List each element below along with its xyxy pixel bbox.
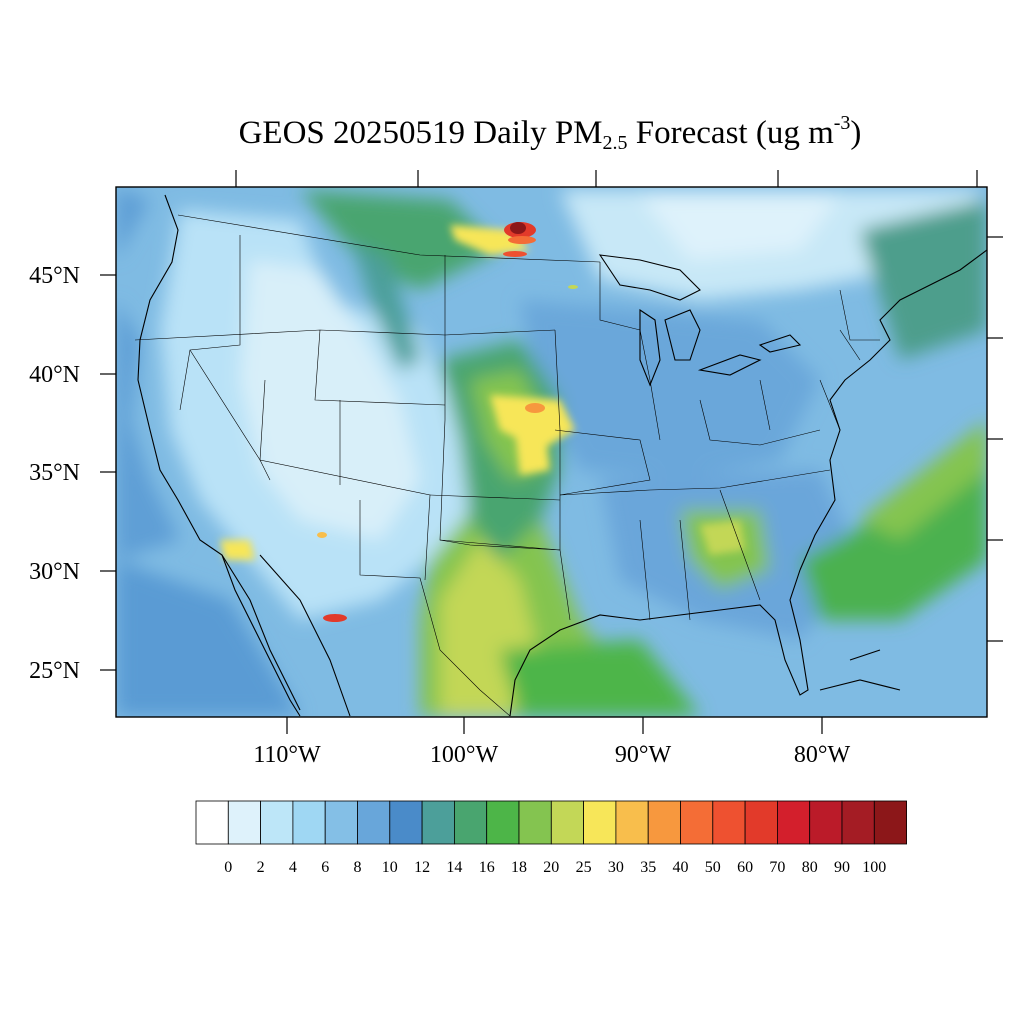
colorbar-swatch — [615, 800, 649, 845]
colorbar-swatch — [744, 800, 778, 845]
colorbar-swatch — [550, 800, 584, 845]
colorbar-swatch — [260, 800, 294, 845]
colorbar-label: 90 — [834, 859, 850, 876]
colorbar-swatch — [227, 800, 262, 845]
colorbar-label: 0 — [224, 859, 232, 876]
colorbar-label: 6 — [321, 859, 329, 876]
lon-label-90w: 90°W — [615, 742, 672, 768]
title-suffix: ) — [850, 115, 862, 151]
colorbar-label: 25 — [576, 859, 592, 876]
lat-label-25: 25°N — [29, 658, 80, 684]
lat-label-35: 35°N — [29, 460, 80, 486]
left-ticks — [100, 274, 116, 671]
lon-label-80w: 80°W — [794, 742, 851, 768]
colorbar-swatch — [777, 800, 811, 845]
title-subscript: 2.5 — [602, 132, 628, 154]
colorbar-swatch — [680, 800, 714, 845]
colorbar-swatch — [195, 800, 229, 845]
colorbar-swatch — [453, 800, 488, 845]
colorbar-swatch — [647, 800, 681, 845]
colorbar-swatch — [421, 800, 455, 845]
colorbar-label: 60 — [737, 859, 753, 876]
title-superscript: -3 — [833, 112, 851, 134]
map-title: GEOS 20250519 Daily PM2.5 Forecast (ug m… — [0, 112, 1024, 155]
lon-label-110w: 110°W — [253, 742, 321, 768]
colorbar-swatch — [809, 800, 843, 845]
colorbar-swatch — [389, 800, 423, 845]
colorbar-swatch — [583, 800, 617, 845]
right-ticks — [987, 236, 1003, 642]
pm25-field — [116, 187, 987, 717]
colorbar-label: 50 — [705, 859, 721, 876]
top-ticks — [235, 170, 978, 187]
colorbar-label: 40 — [673, 859, 689, 876]
map-frame — [115, 186, 988, 718]
colorbar-label: 70 — [769, 859, 785, 876]
colorbar-label: 16 — [479, 859, 495, 876]
coastlines — [137, 194, 987, 717]
colorbar-swatch — [873, 800, 907, 845]
colorbar-label: 8 — [354, 859, 362, 876]
lat-label-30: 30°N — [29, 559, 80, 585]
colorbar-swatch — [841, 800, 875, 845]
lat-label-40: 40°N — [29, 362, 80, 388]
colorbar-swatch — [486, 800, 520, 845]
colorbar-swatch — [357, 800, 391, 845]
bottom-ticks — [286, 717, 823, 734]
colorbar-label: 35 — [640, 859, 656, 876]
colorbar-swatch — [324, 800, 358, 845]
colorbar-label: 80 — [802, 859, 818, 876]
lat-label-45: 45°N — [29, 263, 80, 289]
title-prefix: GEOS 20250519 Daily PM — [238, 115, 603, 151]
colorbar-label: 30 — [608, 859, 624, 876]
lon-label-100w: 100°W — [430, 742, 499, 768]
colorbar-label: 18 — [511, 859, 527, 876]
colorbar-label: 12 — [414, 859, 430, 876]
colorbar-swatch — [712, 800, 746, 845]
title-middle: Forecast (ug m — [627, 115, 834, 151]
colorbar-label: 2 — [257, 859, 265, 876]
colorbar-swatch — [292, 800, 326, 845]
colorbar-label: 14 — [446, 859, 462, 876]
colorbar-label: 10 — [382, 859, 398, 876]
colorbar: 0 2 4 6 8 10 12 14 16 18 20 25 30 35 40 50 60 70 80 90 100 — [195, 800, 907, 876]
colorbar-label: 4 — [289, 859, 297, 876]
colorbar-label: 20 — [543, 859, 559, 876]
colorbar-label: 100 — [862, 859, 886, 876]
state-borders — [134, 214, 880, 717]
colorbar-swatch — [518, 800, 552, 845]
